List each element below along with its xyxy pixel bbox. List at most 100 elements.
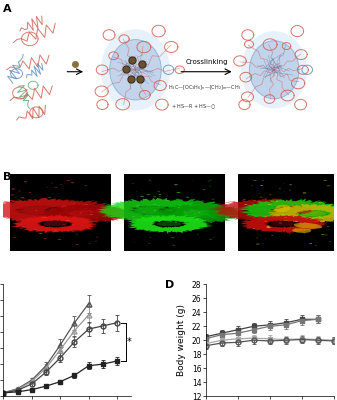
Ellipse shape [23, 207, 58, 214]
Ellipse shape [254, 200, 256, 201]
Ellipse shape [292, 228, 311, 233]
Text: H$_3$C—[OC$_3$H$_6$]$_n$—[CH$_2$]$_m$—CH$_3$: H$_3$C—[OC$_3$H$_6$]$_n$—[CH$_2$]$_m$—CH… [168, 84, 242, 92]
PathPatch shape [126, 215, 214, 233]
Ellipse shape [147, 194, 150, 195]
Ellipse shape [179, 205, 181, 206]
Y-axis label: Body weight (g): Body weight (g) [177, 304, 186, 376]
Ellipse shape [260, 185, 263, 186]
Ellipse shape [144, 229, 147, 230]
Ellipse shape [187, 211, 212, 216]
Ellipse shape [58, 239, 61, 240]
Ellipse shape [172, 245, 175, 246]
Ellipse shape [44, 238, 47, 239]
Bar [238, 174, 337, 251]
Ellipse shape [71, 182, 74, 183]
Ellipse shape [184, 215, 187, 216]
Ellipse shape [178, 207, 180, 208]
Ellipse shape [244, 204, 247, 205]
Circle shape [241, 31, 307, 108]
Ellipse shape [39, 233, 42, 234]
Text: *: * [127, 337, 132, 347]
Ellipse shape [13, 237, 16, 238]
Ellipse shape [271, 235, 273, 236]
Ellipse shape [164, 208, 194, 213]
Ellipse shape [308, 229, 311, 230]
Ellipse shape [22, 226, 25, 227]
Ellipse shape [163, 215, 165, 216]
Ellipse shape [157, 205, 160, 206]
PathPatch shape [234, 198, 337, 222]
Text: Crosslinking: Crosslinking [185, 59, 228, 65]
Ellipse shape [66, 180, 70, 181]
Ellipse shape [294, 228, 297, 229]
Ellipse shape [271, 222, 296, 226]
Text: B: B [3, 172, 12, 182]
Ellipse shape [29, 192, 31, 193]
Ellipse shape [171, 237, 175, 238]
Ellipse shape [303, 192, 306, 193]
Ellipse shape [329, 241, 331, 242]
Bar [124, 174, 225, 251]
Ellipse shape [321, 234, 325, 235]
PathPatch shape [206, 198, 325, 222]
Ellipse shape [54, 187, 58, 188]
PathPatch shape [0, 198, 99, 222]
Text: + HS—R + HS—$\bigcirc$: + HS—R + HS—$\bigcirc$ [168, 103, 217, 111]
Ellipse shape [141, 196, 144, 197]
Circle shape [110, 40, 161, 100]
Ellipse shape [75, 244, 79, 245]
Ellipse shape [11, 194, 14, 195]
Ellipse shape [143, 211, 146, 212]
Ellipse shape [264, 216, 268, 217]
Ellipse shape [66, 220, 70, 221]
Ellipse shape [318, 202, 322, 203]
Text: D: D [165, 280, 174, 290]
Ellipse shape [60, 184, 63, 185]
PathPatch shape [96, 198, 216, 222]
Ellipse shape [14, 197, 17, 198]
Ellipse shape [45, 217, 48, 218]
Ellipse shape [284, 217, 287, 218]
Ellipse shape [209, 239, 212, 240]
Ellipse shape [60, 206, 64, 207]
Ellipse shape [41, 217, 45, 218]
Ellipse shape [153, 204, 156, 205]
Ellipse shape [165, 200, 169, 201]
Ellipse shape [309, 243, 312, 244]
Ellipse shape [34, 229, 37, 230]
Ellipse shape [196, 219, 199, 220]
Ellipse shape [190, 209, 193, 210]
Ellipse shape [264, 221, 267, 222]
Ellipse shape [51, 208, 80, 213]
Ellipse shape [294, 223, 322, 229]
Ellipse shape [94, 241, 98, 242]
Circle shape [101, 29, 170, 110]
Ellipse shape [88, 243, 91, 244]
Ellipse shape [268, 204, 271, 205]
Ellipse shape [278, 208, 308, 213]
PathPatch shape [10, 215, 103, 233]
Ellipse shape [174, 184, 178, 185]
Ellipse shape [153, 196, 156, 197]
Ellipse shape [154, 210, 157, 211]
Ellipse shape [148, 243, 150, 244]
Ellipse shape [211, 199, 215, 200]
Ellipse shape [312, 209, 315, 210]
Ellipse shape [43, 222, 68, 226]
Ellipse shape [182, 223, 185, 224]
PathPatch shape [35, 203, 135, 224]
Ellipse shape [72, 202, 76, 203]
PathPatch shape [11, 200, 119, 222]
Text: A: A [3, 4, 12, 14]
Ellipse shape [162, 219, 166, 220]
Ellipse shape [275, 205, 290, 212]
Ellipse shape [304, 222, 306, 223]
Ellipse shape [158, 194, 161, 195]
Ellipse shape [85, 208, 86, 209]
Ellipse shape [157, 191, 160, 192]
Ellipse shape [253, 180, 257, 181]
Ellipse shape [266, 227, 269, 228]
Ellipse shape [132, 216, 135, 217]
Ellipse shape [137, 207, 172, 214]
Ellipse shape [289, 184, 292, 185]
